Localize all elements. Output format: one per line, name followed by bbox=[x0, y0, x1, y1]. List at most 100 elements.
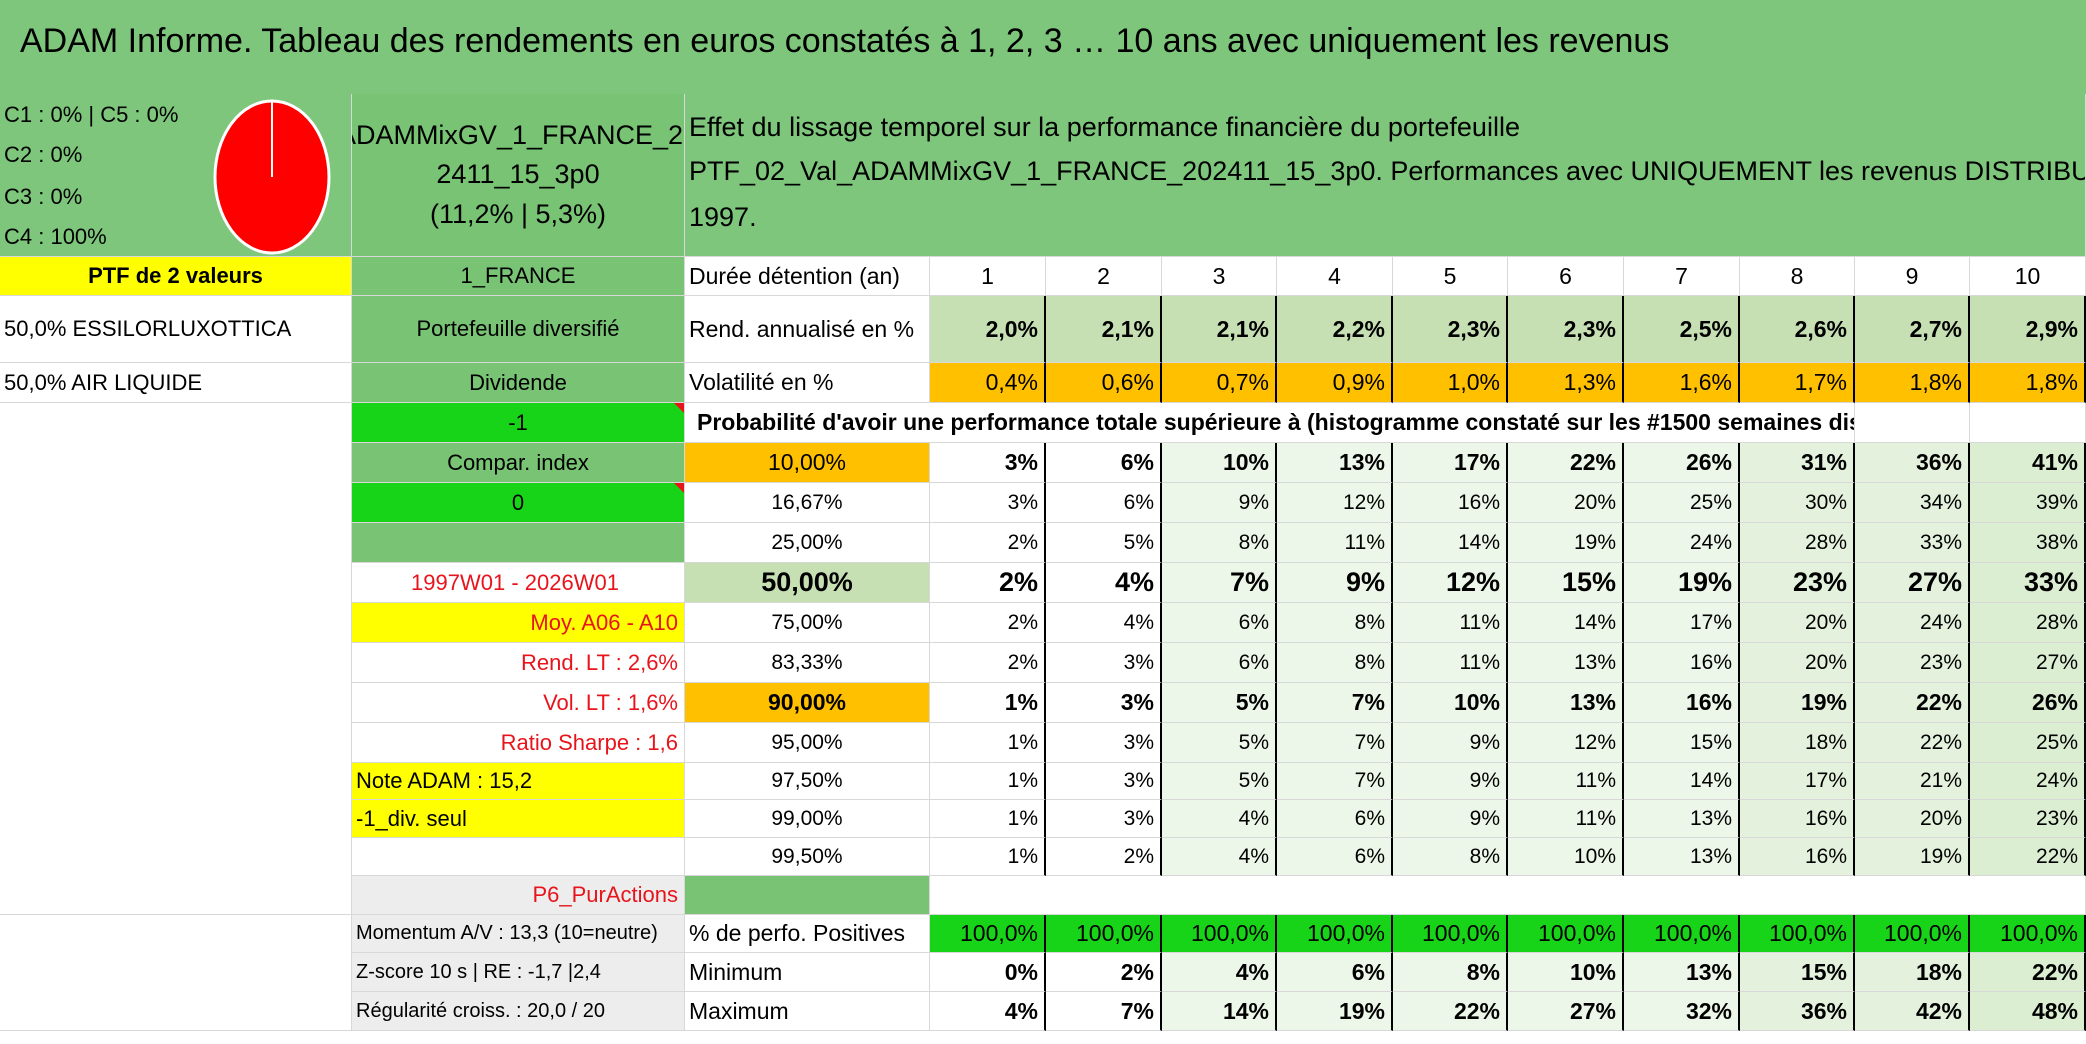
min-value-10[interactable]: 22% bbox=[1970, 953, 2086, 992]
prob-value-r8-c7[interactable]: 15% bbox=[1624, 723, 1740, 763]
rend-label[interactable]: Rend. annualisé en % bbox=[685, 296, 930, 363]
prob-value-r4-c8[interactable]: 23% bbox=[1740, 563, 1855, 603]
prob-value-r3-c3[interactable]: 8% bbox=[1162, 523, 1277, 563]
prob-value-r10-c10[interactable]: 23% bbox=[1970, 800, 2086, 838]
vol-value-8[interactable]: 1,7% bbox=[1740, 363, 1855, 403]
prob-value-r2-c9[interactable]: 34% bbox=[1855, 483, 1970, 523]
prob-value-r6-c7[interactable]: 16% bbox=[1624, 643, 1740, 683]
prob-value-r9-c2[interactable]: 3% bbox=[1046, 763, 1162, 800]
min-value-5[interactable]: 8% bbox=[1393, 953, 1508, 992]
prob-value-r10-c1[interactable]: 1% bbox=[930, 800, 1046, 838]
moy-cell[interactable]: Moy. A06 - A10 bbox=[352, 603, 685, 643]
year-header-9[interactable]: 9 bbox=[1855, 257, 1970, 296]
holding-1[interactable]: 50,0% ESSILORLUXOTTICA bbox=[0, 296, 352, 363]
pos-value-6[interactable]: 100,0% bbox=[1508, 915, 1624, 953]
prob-value-r2-c6[interactable]: 20% bbox=[1508, 483, 1624, 523]
vol-value-2[interactable]: 0,6% bbox=[1046, 363, 1162, 403]
prob-value-r6-c10[interactable]: 27% bbox=[1970, 643, 2086, 683]
min-value-7[interactable]: 13% bbox=[1624, 953, 1740, 992]
prob-value-r10-c8[interactable]: 16% bbox=[1740, 800, 1855, 838]
quantile-10[interactable]: 99,00% bbox=[685, 800, 930, 838]
prob-value-r9-c5[interactable]: 9% bbox=[1393, 763, 1508, 800]
prob-value-r1-c4[interactable]: 13% bbox=[1277, 443, 1393, 483]
prob-value-r5-c9[interactable]: 24% bbox=[1855, 603, 1970, 643]
prob-value-r11-c8[interactable]: 16% bbox=[1740, 838, 1855, 876]
year-header-6[interactable]: 6 bbox=[1508, 257, 1624, 296]
prob-value-r8-c8[interactable]: 18% bbox=[1740, 723, 1855, 763]
prob-value-r4-c4[interactable]: 9% bbox=[1277, 563, 1393, 603]
max-label[interactable]: Maximum bbox=[685, 992, 930, 1031]
prob-value-r10-c4[interactable]: 6% bbox=[1277, 800, 1393, 838]
prob-value-r11-c5[interactable]: 8% bbox=[1393, 838, 1508, 876]
prob-value-r5-c10[interactable]: 28% bbox=[1970, 603, 2086, 643]
vol-value-4[interactable]: 0,9% bbox=[1277, 363, 1393, 403]
quantile-1[interactable]: 10,00% bbox=[685, 443, 930, 483]
prob-value-r5-c5[interactable]: 11% bbox=[1393, 603, 1508, 643]
prob-value-r3-c1[interactable]: 2% bbox=[930, 523, 1046, 563]
quantile-7[interactable]: 90,00% bbox=[685, 683, 930, 723]
prob-value-r2-c1[interactable]: 3% bbox=[930, 483, 1046, 523]
div-seul-cell[interactable]: -1_div. seul bbox=[352, 800, 685, 838]
rend-value-5[interactable]: 2,3% bbox=[1393, 296, 1508, 363]
prob-value-r5-c4[interactable]: 8% bbox=[1277, 603, 1393, 643]
rend-value-1[interactable]: 2,0% bbox=[930, 296, 1046, 363]
rend-value-7[interactable]: 2,5% bbox=[1624, 296, 1740, 363]
prob-value-r11-c1[interactable]: 1% bbox=[930, 838, 1046, 876]
prob-value-r1-c3[interactable]: 10% bbox=[1162, 443, 1277, 483]
pos-value-1[interactable]: 100,0% bbox=[930, 915, 1046, 953]
vol-label[interactable]: Volatilité en % bbox=[685, 363, 930, 403]
year-header-8[interactable]: 8 bbox=[1740, 257, 1855, 296]
zero-cell[interactable]: 0 bbox=[352, 483, 685, 523]
market-cell[interactable]: 1_FRANCE bbox=[352, 257, 685, 296]
prob-value-r5-c8[interactable]: 20% bbox=[1740, 603, 1855, 643]
compar-index-cell[interactable]: Compar. index bbox=[352, 443, 685, 483]
pos-value-9[interactable]: 100,0% bbox=[1855, 915, 1970, 953]
min-value-2[interactable]: 2% bbox=[1046, 953, 1162, 992]
prob-value-r8-c1[interactable]: 1% bbox=[930, 723, 1046, 763]
prob-value-r8-c6[interactable]: 12% bbox=[1508, 723, 1624, 763]
prob-value-r3-c4[interactable]: 11% bbox=[1277, 523, 1393, 563]
pos-value-3[interactable]: 100,0% bbox=[1162, 915, 1277, 953]
year-header-10[interactable]: 10 bbox=[1970, 257, 2086, 296]
prob-value-r3-c6[interactable]: 19% bbox=[1508, 523, 1624, 563]
prob-value-r10-c3[interactable]: 4% bbox=[1162, 800, 1277, 838]
max-value-6[interactable]: 27% bbox=[1508, 992, 1624, 1031]
quantile-5[interactable]: 75,00% bbox=[685, 603, 930, 643]
prob-value-r6-c6[interactable]: 13% bbox=[1508, 643, 1624, 683]
prob-value-r9-c3[interactable]: 5% bbox=[1162, 763, 1277, 800]
rend-value-3[interactable]: 2,1% bbox=[1162, 296, 1277, 363]
max-value-7[interactable]: 32% bbox=[1624, 992, 1740, 1031]
quantile-8[interactable]: 95,00% bbox=[685, 723, 930, 763]
prob-value-r2-c3[interactable]: 9% bbox=[1162, 483, 1277, 523]
quantile-11[interactable]: 99,50% bbox=[685, 838, 930, 876]
empty-mid-cell[interactable] bbox=[352, 523, 685, 563]
max-value-1[interactable]: 4% bbox=[930, 992, 1046, 1031]
vol-value-10[interactable]: 1,8% bbox=[1970, 363, 2086, 403]
prob-value-r9-c6[interactable]: 11% bbox=[1508, 763, 1624, 800]
prob-value-r8-c4[interactable]: 7% bbox=[1277, 723, 1393, 763]
prob-value-r6-c1[interactable]: 2% bbox=[930, 643, 1046, 683]
year-header-4[interactable]: 4 bbox=[1277, 257, 1393, 296]
vol-value-9[interactable]: 1,8% bbox=[1855, 363, 1970, 403]
duration-label[interactable]: Durée détention (an) bbox=[685, 257, 930, 296]
prob-value-r11-c9[interactable]: 19% bbox=[1855, 838, 1970, 876]
prob-value-r4-c3[interactable]: 7% bbox=[1162, 563, 1277, 603]
prob-value-r9-c7[interactable]: 14% bbox=[1624, 763, 1740, 800]
prob-value-r8-c5[interactable]: 9% bbox=[1393, 723, 1508, 763]
prob-value-r6-c8[interactable]: 20% bbox=[1740, 643, 1855, 683]
prob-value-r5-c6[interactable]: 14% bbox=[1508, 603, 1624, 643]
prob-value-r11-c4[interactable]: 6% bbox=[1277, 838, 1393, 876]
prob-value-r4-c5[interactable]: 12% bbox=[1393, 563, 1508, 603]
portfolio-type-cell[interactable]: Portefeuille diversifié bbox=[352, 296, 685, 363]
vol-lt-cell[interactable]: Vol. LT : 1,6% bbox=[352, 683, 685, 723]
min-value-3[interactable]: 4% bbox=[1162, 953, 1277, 992]
prob-value-r3-c7[interactable]: 24% bbox=[1624, 523, 1740, 563]
rend-value-10[interactable]: 2,9% bbox=[1970, 296, 2086, 363]
prob-value-r1-c7[interactable]: 26% bbox=[1624, 443, 1740, 483]
p6-right-green[interactable] bbox=[685, 876, 930, 915]
max-value-5[interactable]: 22% bbox=[1393, 992, 1508, 1031]
max-value-10[interactable]: 48% bbox=[1970, 992, 2086, 1031]
prob-value-r7-c3[interactable]: 5% bbox=[1162, 683, 1277, 723]
prob-value-r1-c2[interactable]: 6% bbox=[1046, 443, 1162, 483]
prob-value-r1-c8[interactable]: 31% bbox=[1740, 443, 1855, 483]
